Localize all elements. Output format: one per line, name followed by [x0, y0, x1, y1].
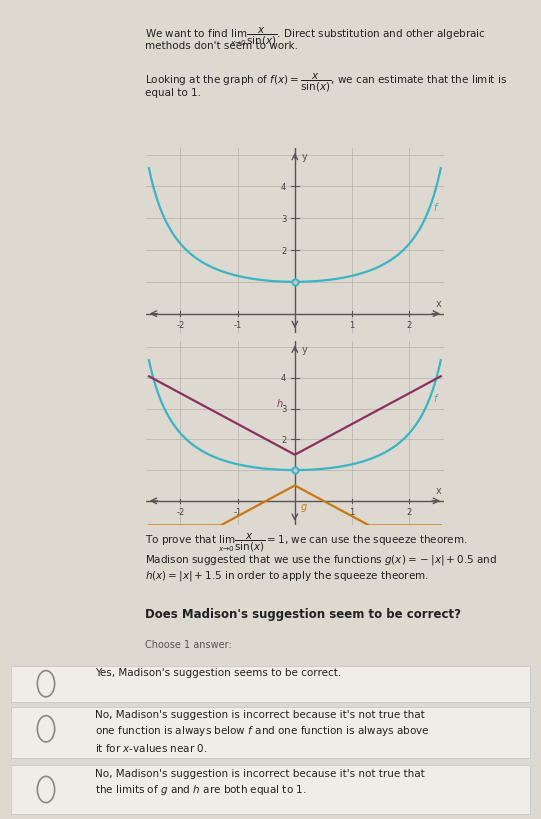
Text: methods don't seem to work.: methods don't seem to work.: [145, 41, 298, 51]
Text: 2: 2: [281, 436, 286, 444]
Text: -1: -1: [234, 507, 242, 516]
Text: x: x: [436, 486, 442, 495]
Text: equal to 1.: equal to 1.: [145, 88, 201, 97]
Text: 4: 4: [281, 374, 286, 382]
Text: 3: 3: [281, 215, 286, 224]
Text: $h(x) = |x| + 1.5$ in order to apply the squeeze theorem.: $h(x) = |x| + 1.5$ in order to apply the…: [145, 568, 429, 582]
Text: h: h: [276, 398, 282, 408]
Text: 2: 2: [407, 320, 412, 329]
Text: Madison suggested that we use the functions $g(x) = -|x| + 0.5$ and: Madison suggested that we use the functi…: [145, 553, 497, 567]
Text: -2: -2: [176, 507, 184, 516]
Text: 2: 2: [281, 247, 286, 256]
Text: No, Madison's suggestion is incorrect because it's not true that
the limits of $: No, Madison's suggestion is incorrect be…: [95, 768, 425, 796]
Text: -2: -2: [176, 320, 184, 329]
Text: 1: 1: [349, 507, 355, 516]
Text: 3: 3: [281, 405, 286, 414]
Text: We want to find $\lim_{x \to 0} \dfrac{x}{\sin(x)}$. Direct substitution and oth: We want to find $\lim_{x \to 0} \dfrac{x…: [145, 26, 486, 48]
Text: 1: 1: [349, 320, 355, 329]
Text: Choose 1 answer:: Choose 1 answer:: [145, 639, 232, 649]
Text: y: y: [302, 152, 307, 162]
Text: 4: 4: [281, 183, 286, 192]
FancyBboxPatch shape: [11, 765, 530, 814]
Text: Does Madison's suggestion seem to be correct?: Does Madison's suggestion seem to be cor…: [145, 608, 461, 621]
FancyBboxPatch shape: [11, 708, 530, 758]
FancyBboxPatch shape: [11, 666, 530, 702]
Text: g: g: [301, 502, 307, 512]
Text: Yes, Madison's suggestion seems to be correct.: Yes, Madison's suggestion seems to be co…: [95, 667, 341, 677]
Text: y: y: [302, 345, 307, 355]
Text: -1: -1: [234, 320, 242, 329]
Text: 2: 2: [407, 507, 412, 516]
Text: To prove that $\lim_{x \to 0} \dfrac{x}{\sin(x)} = 1$, we can use the squeeze th: To prove that $\lim_{x \to 0} \dfrac{x}{…: [145, 531, 467, 553]
Text: f: f: [433, 203, 437, 213]
Text: Looking at the graph of $f(x) = \dfrac{x}{\sin(x)}$, we can estimate that the li: Looking at the graph of $f(x) = \dfrac{x…: [145, 71, 507, 93]
Text: x: x: [436, 299, 442, 309]
Text: f: f: [433, 393, 437, 403]
Text: No, Madison's suggestion is incorrect because it's not true that
one function is: No, Madison's suggestion is incorrect be…: [95, 709, 430, 753]
